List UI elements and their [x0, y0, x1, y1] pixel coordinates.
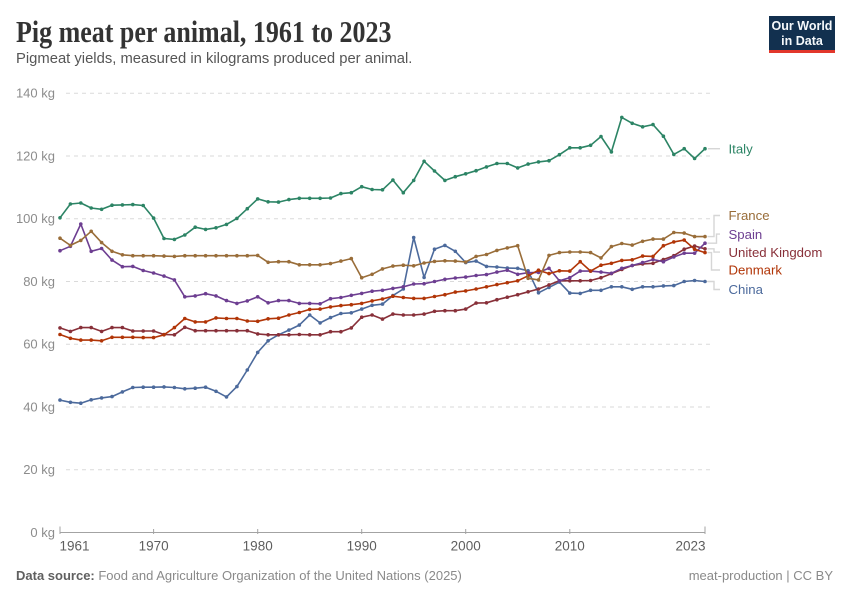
svg-text:20 kg: 20 kg: [23, 462, 55, 477]
svg-text:Denmark: Denmark: [729, 263, 783, 278]
svg-text:0 kg: 0 kg: [30, 525, 55, 540]
svg-text:1980: 1980: [243, 539, 273, 554]
svg-text:100 kg: 100 kg: [16, 211, 55, 226]
svg-text:140 kg: 140 kg: [16, 86, 55, 101]
svg-text:2023: 2023: [675, 539, 705, 554]
svg-text:France: France: [729, 208, 770, 223]
svg-text:1961: 1961: [60, 539, 90, 554]
svg-text:80 kg: 80 kg: [23, 274, 55, 289]
svg-text:40 kg: 40 kg: [23, 400, 55, 415]
svg-text:2000: 2000: [451, 539, 481, 554]
svg-text:1970: 1970: [139, 539, 169, 554]
svg-text:Italy: Italy: [729, 141, 754, 156]
svg-text:China: China: [729, 282, 764, 297]
svg-text:Spain: Spain: [729, 227, 763, 242]
svg-text:1990: 1990: [347, 539, 377, 554]
svg-text:2010: 2010: [555, 539, 585, 554]
svg-text:120 kg: 120 kg: [16, 149, 55, 164]
svg-text:United Kingdom: United Kingdom: [729, 245, 823, 260]
svg-text:60 kg: 60 kg: [23, 337, 55, 352]
